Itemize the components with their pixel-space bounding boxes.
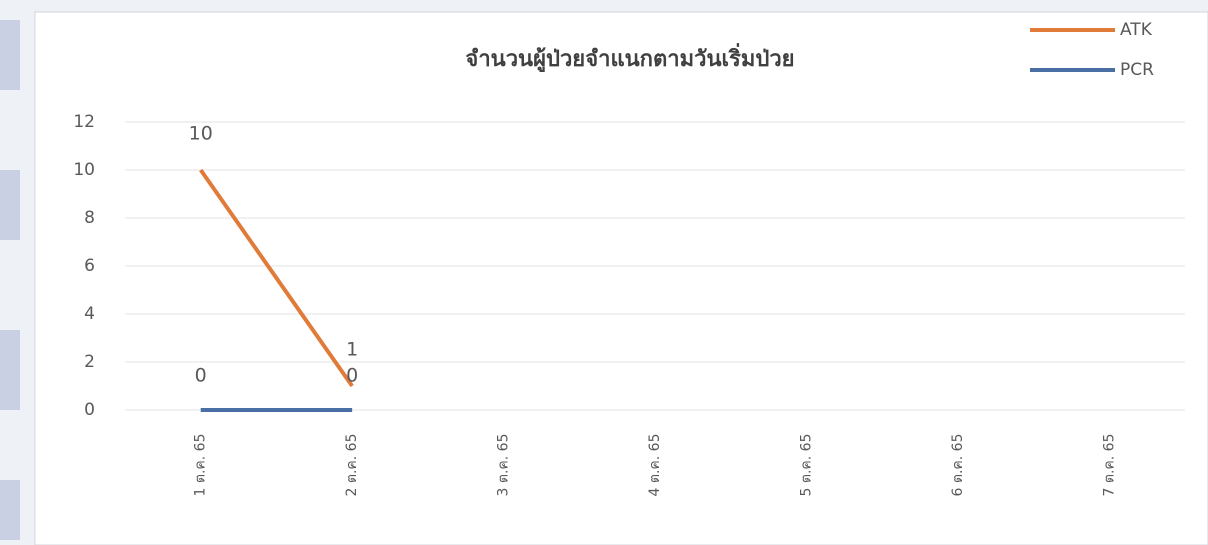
y-tick-label: 2: [84, 352, 95, 372]
y-tick-label: 10: [73, 160, 95, 180]
side-block: [0, 170, 20, 240]
side-block: [0, 330, 20, 410]
x-tick-label: 3 ต.ค. 65: [496, 434, 512, 497]
y-tick-label: 6: [84, 256, 95, 276]
side-block: [0, 480, 20, 540]
x-tick-label: 6 ต.ค. 65: [950, 434, 966, 497]
y-tick-label: 0: [84, 400, 95, 420]
data-label: 10: [189, 123, 213, 145]
data-label: 1: [346, 339, 358, 361]
series-line: [199, 168, 354, 388]
chart-title: จำนวนผู้ป่วยจำแนกตามวันเริ่มป่วย: [465, 42, 794, 73]
x-tick-label: 5 ต.ค. 65: [798, 434, 814, 497]
y-tick-label: 8: [84, 208, 95, 228]
chart-area: [34, 11, 1208, 545]
x-tick-label: 7 ต.ค. 65: [1101, 434, 1117, 497]
x-tick-label: 2 ต.ค. 65: [344, 434, 360, 497]
data-label: 0: [195, 365, 207, 387]
legend-label: PCR: [1120, 60, 1154, 80]
y-tick-label: 4: [84, 304, 95, 324]
side-block: [0, 20, 20, 90]
x-tick-label: 4 ต.ค. 65: [647, 434, 663, 497]
data-label: 0: [346, 365, 358, 387]
x-tick-label: 1 ต.ค. 65: [193, 434, 209, 497]
legend-label: ATK: [1120, 20, 1153, 40]
y-tick-label: 12: [73, 112, 95, 132]
